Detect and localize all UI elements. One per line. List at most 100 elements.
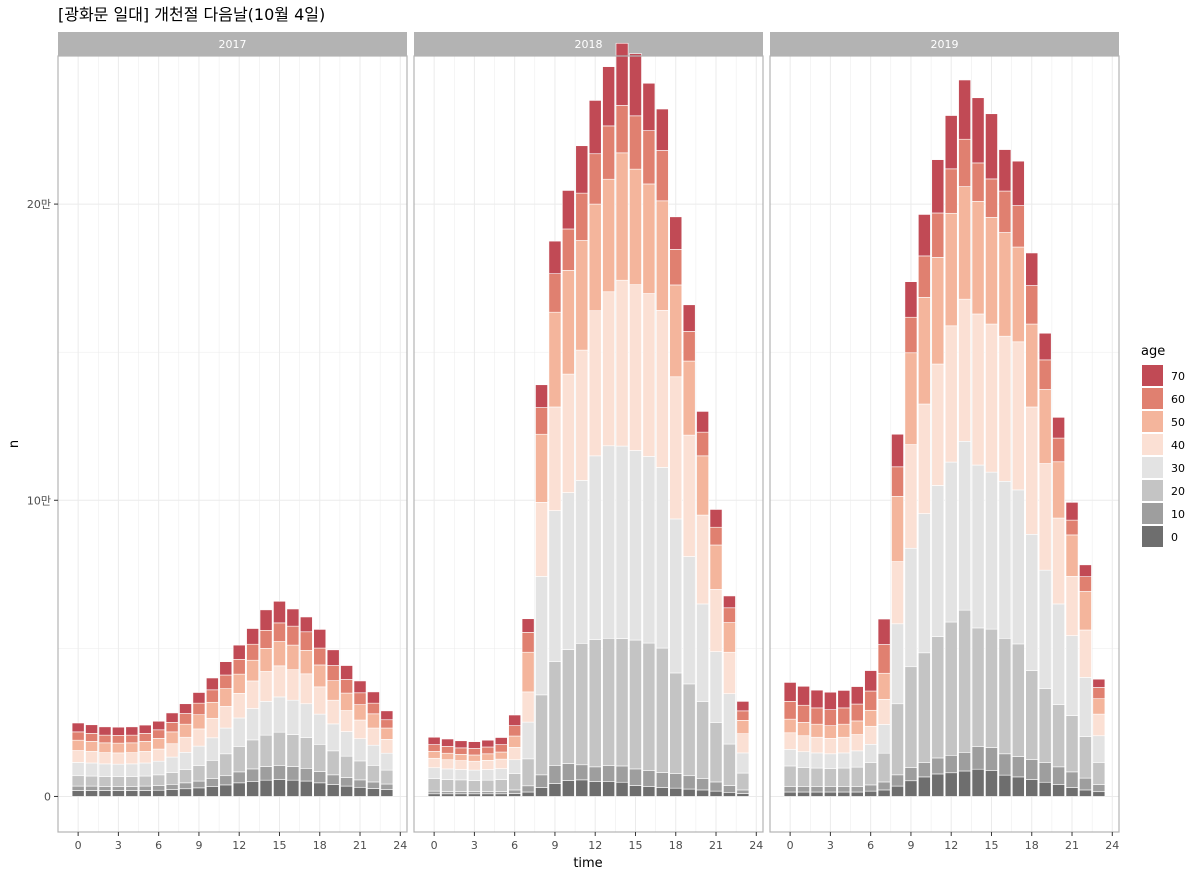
bar-segment-2018-6-age-0 — [508, 793, 522, 797]
bar-segment-2019-10-age-0 — [918, 776, 931, 797]
bars — [783, 79, 1106, 797]
bar-segment-2018-14-age-60 — [615, 105, 629, 154]
bar-segment-2019-8-age-30 — [891, 623, 904, 705]
bar-segment-2019-6-age-20 — [864, 762, 878, 786]
x-axis: 0 3 6 9 12 15 18 21 24 — [787, 832, 1119, 852]
bar-segment-2019-2-age-0 — [810, 791, 824, 797]
legend-label-20: 20 — [1171, 485, 1185, 498]
bar-segment-2019-7-age-50 — [877, 672, 891, 700]
bar-segment-2019-13-age-70 — [958, 79, 971, 140]
bar-segment-2018-0-age-30 — [427, 767, 441, 779]
bar-segment-2017-22-age-60 — [367, 702, 380, 715]
bar-segment-2019-12-age-10 — [944, 754, 958, 774]
bar-segment-2017-5-age-50 — [138, 741, 152, 752]
bar-segment-2018-5-age-70 — [494, 737, 508, 745]
bar-segment-2017-8-age-20 — [179, 769, 192, 784]
bar-segment-2019-19-age-60 — [1038, 359, 1052, 390]
bar-segment-2018-5-age-60 — [494, 744, 508, 753]
bar-segment-2017-3-age-0 — [112, 790, 125, 797]
bar-segment-2018-14-age-30 — [615, 445, 629, 639]
bar-segment-2017-13-age-0 — [246, 781, 259, 797]
bar-segment-2018-5-age-40 — [494, 758, 508, 769]
bar-segment-2017-1-age-20 — [85, 775, 98, 787]
bar-segment-2018-8-age-0 — [535, 787, 548, 797]
bar-segment-2019-23-age-20 — [1092, 762, 1106, 785]
bar-segment-2017-3-age-60 — [112, 735, 125, 744]
bar-segment-2018-1-age-30 — [441, 768, 454, 780]
bar-segment-2018-2-age-0 — [454, 793, 468, 797]
bar-segment-2018-0-age-70 — [427, 736, 441, 745]
bar-segment-2019-6-age-50 — [864, 709, 878, 727]
bar-segment-2017-4-age-0 — [125, 790, 139, 797]
bar-segment-2017-17-age-50 — [299, 650, 313, 675]
bar-segment-2019-11-age-50 — [931, 257, 945, 365]
bar-segment-2017-10-age-10 — [206, 778, 219, 787]
bar-segment-2017-2-age-70 — [98, 726, 112, 736]
bar-segment-2018-10-age-30 — [562, 492, 575, 650]
bar-segment-2018-6-age-20 — [508, 773, 522, 791]
bar-segment-2018-8-age-70 — [535, 384, 548, 408]
bar-segment-2019-3-age-50 — [824, 725, 837, 739]
bar-segment-2017-13-age-20 — [246, 739, 259, 770]
bar-segment-2017-16-age-70 — [286, 608, 300, 627]
bar-segment-2019-7-age-30 — [877, 724, 891, 754]
bar-segment-2019-17-age-0 — [1011, 776, 1025, 797]
bar-segment-2018-22-age-50 — [723, 622, 736, 653]
bar-segment-2017-9-age-0 — [192, 787, 206, 797]
legend-key-60 — [1142, 388, 1163, 409]
bar-segment-2018-8-age-30 — [535, 576, 548, 696]
bar-segment-2018-17-age-0 — [655, 787, 669, 797]
bar-segment-2019-16-age-20 — [998, 637, 1012, 755]
bar-segment-2019-11-age-70 — [931, 159, 945, 214]
panel-border — [769, 55, 1120, 833]
bar-segment-2017-10-age-40 — [206, 717, 219, 739]
x-tick-label: 15 — [984, 839, 998, 852]
bar-segment-2018-1-age-70 — [441, 738, 454, 747]
bar-segment-2017-15-age-20 — [273, 731, 286, 766]
bar-segment-2018-7-age-20 — [521, 758, 535, 787]
legend-key-20 — [1142, 480, 1163, 501]
bar-segment-2019-20-age-20 — [1052, 704, 1065, 768]
bar-segment-2019-1-age-20 — [797, 767, 810, 787]
bar-segment-2018-13-age-20 — [602, 637, 615, 766]
x-tick-label: 9 — [907, 839, 914, 852]
x-tick-label: 6 — [867, 839, 874, 852]
bar-segment-2018-16-age-40 — [642, 293, 656, 457]
bar-segment-2018-3-age-20 — [468, 780, 481, 792]
bar-segment-2017-16-age-30 — [286, 699, 300, 735]
bar-segment-2019-2-age-60 — [810, 707, 824, 725]
bar-segment-2019-23-age-50 — [1092, 698, 1106, 715]
bar-segment-2017-5-age-40 — [138, 751, 152, 764]
bar-segment-2019-11-age-10 — [931, 757, 945, 775]
bar-segment-2019-7-age-60 — [877, 644, 891, 674]
x-tick-label: 0 — [787, 839, 794, 852]
facet-strip-label: 2018 — [575, 38, 603, 51]
bar-segment-2018-3-age-0 — [468, 793, 481, 797]
x-tick-label: 3 — [115, 839, 122, 852]
bar-segment-2017-12-age-0 — [232, 782, 246, 797]
bar-segment-2018-0-age-20 — [427, 778, 441, 792]
bar-segment-2019-12-age-30 — [944, 461, 958, 623]
bar-segment-2017-1-age-70 — [85, 724, 98, 734]
bar-segment-2017-21-age-10 — [353, 779, 367, 788]
bar-segment-2017-7-age-50 — [165, 731, 179, 745]
x-tick-label: 3 — [471, 839, 478, 852]
bar-segment-2018-0-age-50 — [427, 751, 441, 759]
bar-segment-2018-15-age-20 — [629, 639, 642, 770]
bar-segment-2019-16-age-40 — [998, 335, 1012, 482]
bar-segment-2017-17-age-60 — [299, 631, 313, 651]
x-tick-label: 18 — [669, 839, 683, 852]
bar-segment-2018-16-age-60 — [642, 130, 656, 185]
bar-segment-2017-23-age-60 — [380, 719, 394, 729]
x-tick-label: 0 — [75, 839, 82, 852]
bar-segment-2018-18-age-0 — [669, 787, 683, 797]
bar-segment-2017-14-age-30 — [259, 701, 273, 736]
bar-segment-2018-21-age-50 — [709, 544, 723, 590]
bar-segment-2019-5-age-20 — [850, 766, 864, 787]
bar-segment-2017-6-age-70 — [152, 720, 166, 731]
bar-segment-2019-12-age-60 — [944, 168, 958, 214]
bar-segment-2017-17-age-20 — [299, 737, 313, 769]
bar-segment-2019-5-age-30 — [850, 750, 864, 768]
bar-segment-2017-8-age-0 — [179, 788, 192, 797]
bar-segment-2019-17-age-20 — [1011, 643, 1025, 757]
